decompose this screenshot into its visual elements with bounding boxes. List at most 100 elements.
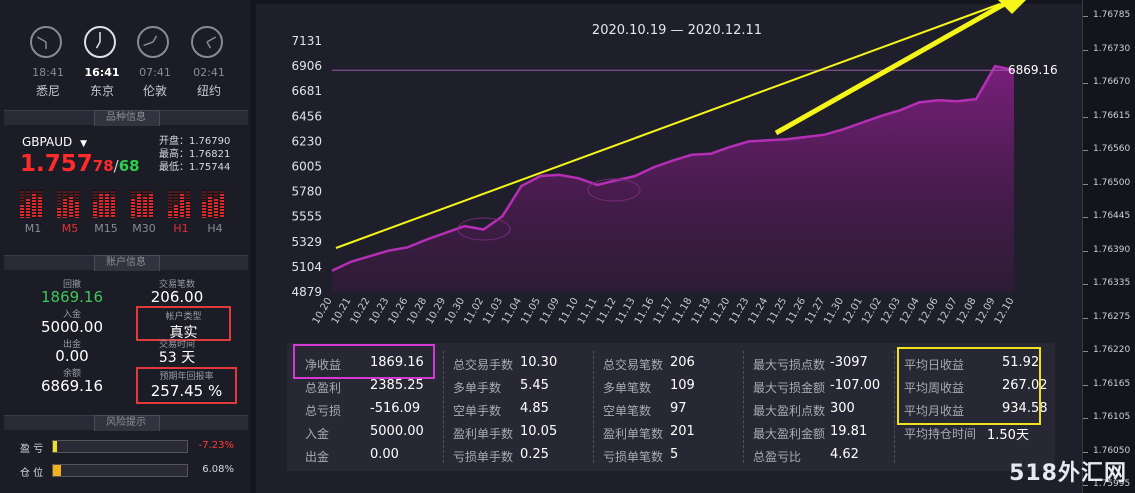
column-divider bbox=[743, 351, 745, 463]
y-tick-label: 5104 bbox=[291, 260, 322, 274]
trend-line bbox=[335, 3, 1001, 249]
timeframe-tab-m1[interactable]: M1 bbox=[24, 222, 42, 235]
price-axis-mark bbox=[1083, 217, 1088, 218]
trade-time-label: 交易时间 bbox=[158, 340, 195, 350]
timeframe-tab-h1[interactable]: H1 bbox=[173, 222, 189, 235]
position-risk-bar bbox=[52, 464, 188, 477]
stat-label: 平均日收益 bbox=[904, 358, 965, 372]
strength-bar bbox=[186, 190, 190, 218]
price-axis-label: 1.76615 bbox=[1093, 110, 1131, 121]
price-axis-label: 1.76335 bbox=[1093, 278, 1131, 288]
price-axis-mark bbox=[1083, 183, 1088, 185]
profit-risk-value: -7.23% bbox=[198, 440, 234, 451]
timeframe-tab-m30[interactable]: M30 bbox=[132, 222, 156, 235]
stat-value: 109 bbox=[670, 378, 695, 393]
equity-chart: 2020.10.19 — 2020.12.11 7131 6906 6681 6456… bbox=[291, 0, 1058, 326]
clock-city: 悉尼 bbox=[35, 84, 60, 98]
price-bid-digits: 78 bbox=[92, 157, 114, 175]
stat-label: 最大亏损点数 bbox=[753, 358, 826, 372]
y-tick-label: 4879 bbox=[291, 285, 322, 299]
price-axis-mark bbox=[1083, 485, 1088, 486]
stat-label: 亏损单手数 bbox=[453, 450, 514, 464]
timeframe-tab-m5[interactable]: M5 bbox=[61, 222, 79, 235]
price-main: 1.757 bbox=[20, 151, 93, 177]
risk-panel-header: 风险提示 bbox=[4, 415, 248, 431]
timeframe-tab-h4[interactable]: H4 bbox=[207, 222, 223, 235]
account-type-value: 真实 bbox=[169, 325, 198, 341]
trade-time-value: 53 天 bbox=[158, 350, 196, 366]
price-separator: / bbox=[113, 157, 119, 175]
net-profit-highlight bbox=[293, 344, 435, 379]
symbol-name: GBPAUD bbox=[22, 135, 73, 149]
price-display: 1.75778/68 bbox=[20, 151, 140, 177]
clock-face-icon bbox=[137, 26, 169, 58]
deposit-label: 入金 bbox=[62, 310, 81, 320]
stat-value: 934.58 bbox=[1002, 401, 1048, 416]
timeframe-tab-m15[interactable]: M15 bbox=[94, 222, 118, 235]
strength-bar bbox=[149, 190, 153, 218]
chevron-down-icon: ▼ bbox=[80, 139, 87, 149]
strength-bar bbox=[105, 190, 109, 218]
clock-time: 16:41 bbox=[84, 66, 120, 79]
stat-value: -516.09 bbox=[370, 401, 421, 416]
symbol-selector[interactable]: GBPAUD ▼ bbox=[22, 135, 87, 149]
strength-bar bbox=[93, 190, 97, 218]
y-tick-label: 6005 bbox=[291, 160, 322, 174]
annual-return-box: 预期年回报率 257.45 % bbox=[136, 367, 237, 404]
price-axis-label: 1.76050 bbox=[1093, 445, 1131, 456]
high-value: 1.76821 bbox=[189, 149, 231, 160]
average-returns-highlight bbox=[897, 347, 1041, 425]
trend-arrow-shaft bbox=[774, 0, 1010, 136]
column-divider bbox=[443, 351, 445, 463]
profit-risk-label: 盈 亏 bbox=[20, 444, 44, 455]
price-axis-mark bbox=[1083, 418, 1088, 419]
stat-value: 2385.25 bbox=[370, 378, 424, 393]
stat-value: 300 bbox=[830, 401, 855, 416]
highlight-ellipse bbox=[457, 217, 511, 241]
stat-value: 1869.16 bbox=[370, 355, 424, 370]
drawdown-value: 1869.16 bbox=[40, 288, 104, 306]
y-tick-label: 5555 bbox=[291, 210, 322, 224]
column-divider bbox=[593, 351, 595, 463]
strength-bar bbox=[208, 190, 212, 218]
trades-label: 交易笔数 bbox=[158, 280, 195, 290]
stat-label: 最大盈利点数 bbox=[753, 404, 826, 418]
strength-bar bbox=[99, 190, 103, 218]
left-panel: 18:41 悉尼 16:41 东京 07:41 伦敦 02:41 纽约 品种信息 GBPAUD… bbox=[0, 0, 250, 493]
strength-bar bbox=[131, 190, 135, 218]
y-tick-label: 6456 bbox=[291, 109, 322, 123]
stat-label: 总盈亏比 bbox=[753, 450, 802, 464]
stat-value: 97 bbox=[670, 401, 687, 416]
strength-bar bbox=[20, 190, 24, 218]
stat-label: 盈利单手数 bbox=[453, 427, 514, 441]
stat-value: 5000.00 bbox=[370, 424, 424, 439]
price-axis-label: 1.76220 bbox=[1093, 345, 1131, 355]
clock-face-icon bbox=[84, 26, 116, 58]
strength-bar bbox=[111, 190, 115, 218]
end-value-label: 6869.16 bbox=[1008, 63, 1058, 77]
strength-bar bbox=[69, 190, 73, 218]
stat-label: 最大盈利金额 bbox=[753, 427, 826, 441]
stat-label: 平均持仓时间 bbox=[904, 427, 977, 441]
stat-label: 总盈利 bbox=[305, 381, 342, 395]
stat-value: 267.02 bbox=[1002, 378, 1048, 393]
stat-label: 总交易手数 bbox=[453, 358, 514, 372]
deposit-value: 5000.00 bbox=[40, 318, 104, 336]
clock-face-icon bbox=[191, 26, 223, 58]
stat-value: 0.00 bbox=[370, 447, 399, 462]
annual-return-value: 257.45 % bbox=[150, 382, 223, 400]
stat-label: 总交易笔数 bbox=[603, 358, 664, 372]
price-ask-digits: 68 bbox=[118, 157, 140, 175]
withdraw-value: 0.00 bbox=[55, 347, 89, 365]
stat-label: 净收益 bbox=[305, 358, 342, 372]
price-axis-label: 1.76445 bbox=[1093, 211, 1131, 221]
account-panel-header: 账户信息 bbox=[4, 255, 248, 271]
strength-bar bbox=[63, 190, 67, 218]
ohlc-info: 开盘：1.76790 最高：1.76821 最低：1.75744 bbox=[159, 136, 231, 173]
stat-value: 206 bbox=[670, 355, 695, 370]
price-axis-label: 1.76785 bbox=[1093, 10, 1131, 20]
profit-risk-bar bbox=[52, 440, 188, 453]
stat-value: 201 bbox=[670, 424, 695, 439]
symbol-panel-header: 品种信息 bbox=[4, 110, 248, 126]
stat-value: 5 bbox=[670, 447, 679, 462]
